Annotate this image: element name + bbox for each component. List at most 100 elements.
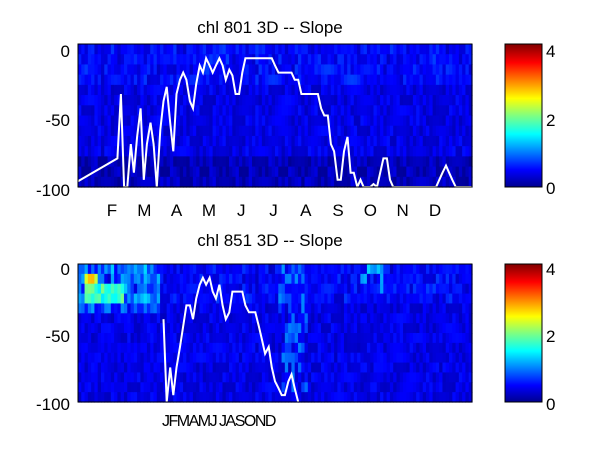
heatmap-cell: [156, 372, 161, 383]
heatmap-cell: [91, 264, 96, 275]
heatmap-cell: [87, 362, 92, 374]
heatmap-cell: [353, 156, 358, 168]
heatmap-cell: [166, 74, 171, 86]
heatmap-cell: [137, 176, 141, 188]
heatmap-cell: [87, 372, 92, 383]
heatmap-cell: [78, 115, 82, 127]
heatmap-cell: [87, 303, 92, 314]
heatmap-cell: [268, 313, 273, 324]
heatmap-cell: [209, 44, 214, 55]
heatmap-cell: [340, 54, 345, 66]
heatmap-cell: [360, 362, 365, 374]
heatmap-cell: [235, 313, 240, 324]
heatmap-cell: [137, 135, 141, 147]
heatmap-cell: [78, 105, 82, 117]
heatmap-cell: [235, 283, 240, 295]
heatmap-cell: [202, 156, 207, 168]
heatmap-cell: [314, 333, 319, 344]
heatmap-cell: [403, 313, 407, 324]
heatmap-cell: [160, 156, 164, 168]
heatmap-cell: [314, 313, 319, 324]
heatmap-cell: [307, 176, 312, 188]
heatmap-cell: [353, 333, 358, 344]
heatmap-cell: [360, 273, 365, 285]
heatmap-cell: [393, 105, 398, 117]
heatmap-cell: [370, 74, 375, 86]
heatmap-cell: [307, 146, 312, 157]
heatmap-cell: [389, 166, 394, 178]
heatmap-cell: [288, 44, 293, 55]
heatmap-cell: [429, 392, 434, 403]
heatmap-cell: [383, 74, 388, 86]
heatmap-cell: [307, 333, 312, 344]
heatmap-cell: [183, 64, 187, 76]
heatmap-cell: [284, 362, 289, 374]
heatmap-cell: [173, 156, 178, 168]
heatmap-cell: [163, 74, 168, 86]
heatmap-cell: [294, 283, 299, 295]
heatmap-cell: [120, 95, 125, 106]
heatmap-cell: [311, 74, 315, 86]
heatmap-cell: [449, 105, 453, 117]
heatmap-cell: [307, 264, 312, 275]
heatmap-cell: [143, 382, 148, 393]
heatmap-cell: [261, 352, 266, 364]
heatmap-cell: [376, 105, 381, 117]
heatmap-cell: [248, 283, 253, 295]
panel1-ytick-50: -50: [45, 111, 70, 130]
heatmap-cell: [199, 176, 204, 188]
heatmap-cell: [209, 105, 214, 117]
heatmap-cell: [104, 105, 109, 117]
heatmap-cell: [229, 264, 233, 275]
heatmap-cell: [133, 44, 138, 55]
heatmap-cell: [271, 283, 276, 295]
heatmap-cell: [206, 382, 210, 393]
heatmap-cell: [137, 105, 141, 117]
heatmap-cell: [324, 105, 329, 117]
heatmap-cell: [297, 313, 302, 324]
heatmap-cell: [304, 372, 309, 383]
heatmap-cell: [137, 95, 141, 106]
heatmap-cell: [389, 146, 394, 157]
heatmap-cell: [252, 176, 256, 188]
heatmap-cell: [100, 156, 105, 168]
heatmap-cell: [84, 342, 89, 354]
heatmap-cell: [114, 125, 118, 137]
heatmap-cell: [261, 372, 266, 383]
heatmap-cell: [238, 323, 243, 334]
heatmap-cell: [416, 352, 421, 364]
heatmap-cell: [422, 146, 427, 157]
heatmap-cell: [337, 264, 342, 275]
heatmap-cell: [294, 342, 299, 354]
heatmap-cell: [416, 362, 421, 374]
heatmap-cell: [229, 135, 233, 147]
heatmap-cell: [242, 44, 247, 55]
heatmap-cell: [84, 392, 89, 403]
heatmap-cell: [281, 273, 286, 285]
heatmap-cell: [133, 176, 138, 188]
heatmap-cell: [376, 392, 381, 403]
heatmap-cell: [235, 342, 240, 354]
heatmap-cell: [120, 84, 125, 96]
heatmap-cell: [189, 293, 194, 305]
heatmap-cell: [330, 352, 335, 364]
heatmap-cell: [455, 64, 460, 76]
heatmap-cell: [357, 382, 361, 393]
heatmap-cell: [163, 54, 168, 66]
heatmap-cell: [179, 352, 184, 364]
heatmap-cell: [396, 44, 401, 55]
heatmap-cell: [255, 156, 260, 168]
heatmap-cell: [458, 156, 463, 168]
panel1-cbar-tick-0: 0: [546, 179, 555, 198]
heatmap-cell: [383, 176, 388, 188]
heatmap-cell: [442, 372, 447, 383]
heatmap-cell: [235, 105, 240, 117]
heatmap-cell: [465, 362, 470, 374]
heatmap-cell: [304, 156, 309, 168]
heatmap-cell: [252, 156, 256, 168]
heatmap-cell: [426, 333, 430, 344]
heatmap-cell: [242, 273, 247, 285]
heatmap-cell: [380, 352, 384, 364]
heatmap-cell: [363, 372, 368, 383]
heatmap-cell: [166, 135, 171, 147]
